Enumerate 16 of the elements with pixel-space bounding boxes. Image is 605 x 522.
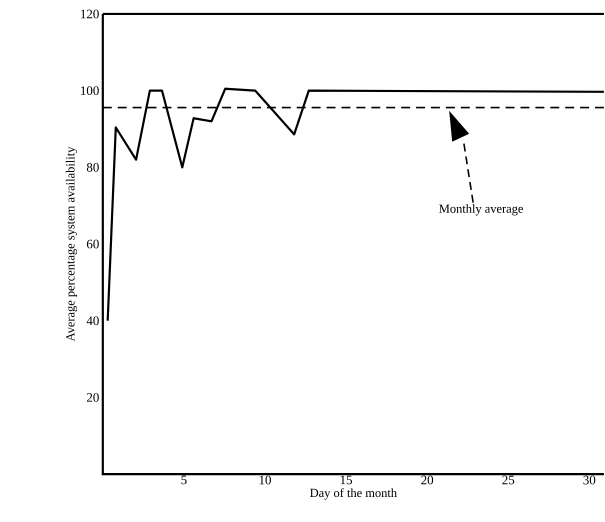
y-tick-label: 60 xyxy=(86,240,99,248)
x-tick-label: 30 xyxy=(583,476,596,484)
annotation: Monthly average xyxy=(439,204,523,216)
x-tick-label: 20 xyxy=(421,476,434,484)
line-series xyxy=(106,88,605,322)
y-axis-title: Average percentage system availability xyxy=(66,146,78,342)
y-tick-label: 40 xyxy=(86,316,99,326)
y-tick-label: 80 xyxy=(86,162,99,172)
x-tick-label: 10 xyxy=(260,476,271,484)
x-tick-label: 5 xyxy=(181,476,187,484)
x-tick-label: 25 xyxy=(502,476,514,484)
y-tick-label: 100 xyxy=(81,86,99,95)
x-tick-label: 15 xyxy=(340,476,352,484)
x-axis-title: Day of the month xyxy=(310,488,397,500)
y-tick-label: 20 xyxy=(86,393,99,402)
y-tick-label: 120 xyxy=(81,10,99,18)
